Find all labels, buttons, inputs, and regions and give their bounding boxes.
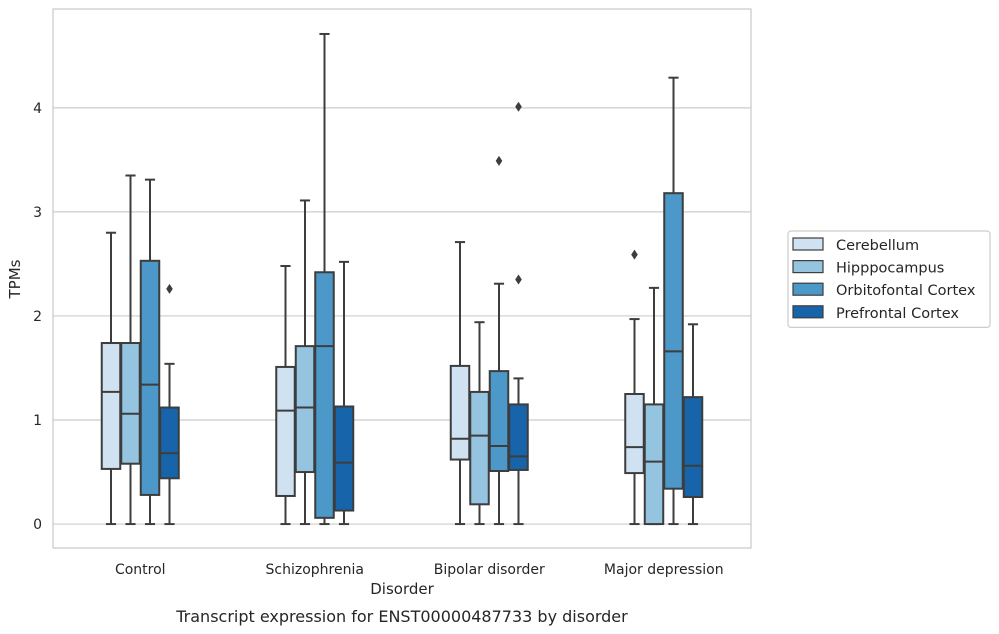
outlier-point: [631, 249, 638, 260]
box-group: [139, 178, 161, 526]
legend-label: Cerebellum: [836, 238, 919, 254]
legend-swatch: [792, 260, 824, 274]
box: [120, 342, 141, 465]
box: [624, 393, 645, 475]
box: [682, 396, 704, 499]
y-axis-label: TPMs: [6, 259, 24, 299]
x-tick-label: Schizophrenia: [266, 562, 364, 578]
outlier-point: [515, 101, 522, 112]
box-group: [159, 283, 180, 526]
chart-caption: Transcript expression for ENST0000048773…: [175, 607, 628, 626]
legend-label: Orbitofontal Cortex: [836, 283, 976, 299]
box: [449, 364, 471, 461]
x-tick-label: Major depression: [604, 562, 724, 578]
box-group: [624, 249, 645, 526]
outlier-point: [495, 155, 503, 166]
box: [333, 405, 355, 512]
box-group: [314, 32, 335, 526]
box: [508, 403, 529, 471]
box-group: [449, 241, 471, 526]
box: [314, 271, 335, 519]
box-group: [508, 101, 529, 526]
box: [643, 403, 665, 526]
x-tick-label: Control: [115, 562, 166, 578]
box-group: [488, 155, 510, 526]
legend-swatch: [792, 282, 824, 296]
box-group: [469, 321, 490, 526]
y-tick-label: 1: [33, 413, 42, 429]
y-tick-label: 0: [33, 517, 42, 533]
box: [100, 342, 122, 470]
box: [663, 192, 684, 490]
legend-label: Prefrontal Cortex: [836, 306, 959, 322]
legend-frame: [787, 230, 991, 329]
y-tick-label: 4: [33, 101, 42, 117]
box: [139, 259, 161, 496]
x-tick-labels: Control Schizophrenia Bipolar disorder Majo…: [115, 562, 724, 578]
box-group: [294, 199, 316, 526]
box: [469, 390, 490, 506]
box-group: [120, 174, 141, 526]
outlier-point: [166, 283, 173, 294]
legend-swatch: [792, 237, 824, 251]
y-tick-label: 2: [33, 309, 42, 325]
plot-frame: [52, 8, 752, 549]
y-tick-label: 3: [33, 205, 42, 221]
box: [294, 345, 316, 474]
box-group: [333, 260, 355, 526]
box-group: [275, 265, 296, 526]
legend-label: Hipppocampus: [836, 261, 944, 277]
outlier-point: [515, 274, 522, 285]
box-group: [643, 286, 665, 526]
x-tick-label: Bipolar disorder: [434, 562, 545, 578]
box-group: [663, 76, 684, 526]
y-tick-labels: 0 1 2 3 4: [33, 101, 42, 533]
box-layer: [100, 32, 704, 526]
box-group: [682, 323, 704, 526]
box-group: [100, 231, 122, 526]
box: [159, 406, 180, 480]
box: [275, 365, 296, 497]
legend: Cerebellum Hipppocampus Orbitofontal Corte…: [787, 230, 991, 329]
legend-swatch: [792, 305, 824, 319]
box: [488, 370, 510, 472]
x-axis-label: Disorder: [370, 580, 434, 598]
